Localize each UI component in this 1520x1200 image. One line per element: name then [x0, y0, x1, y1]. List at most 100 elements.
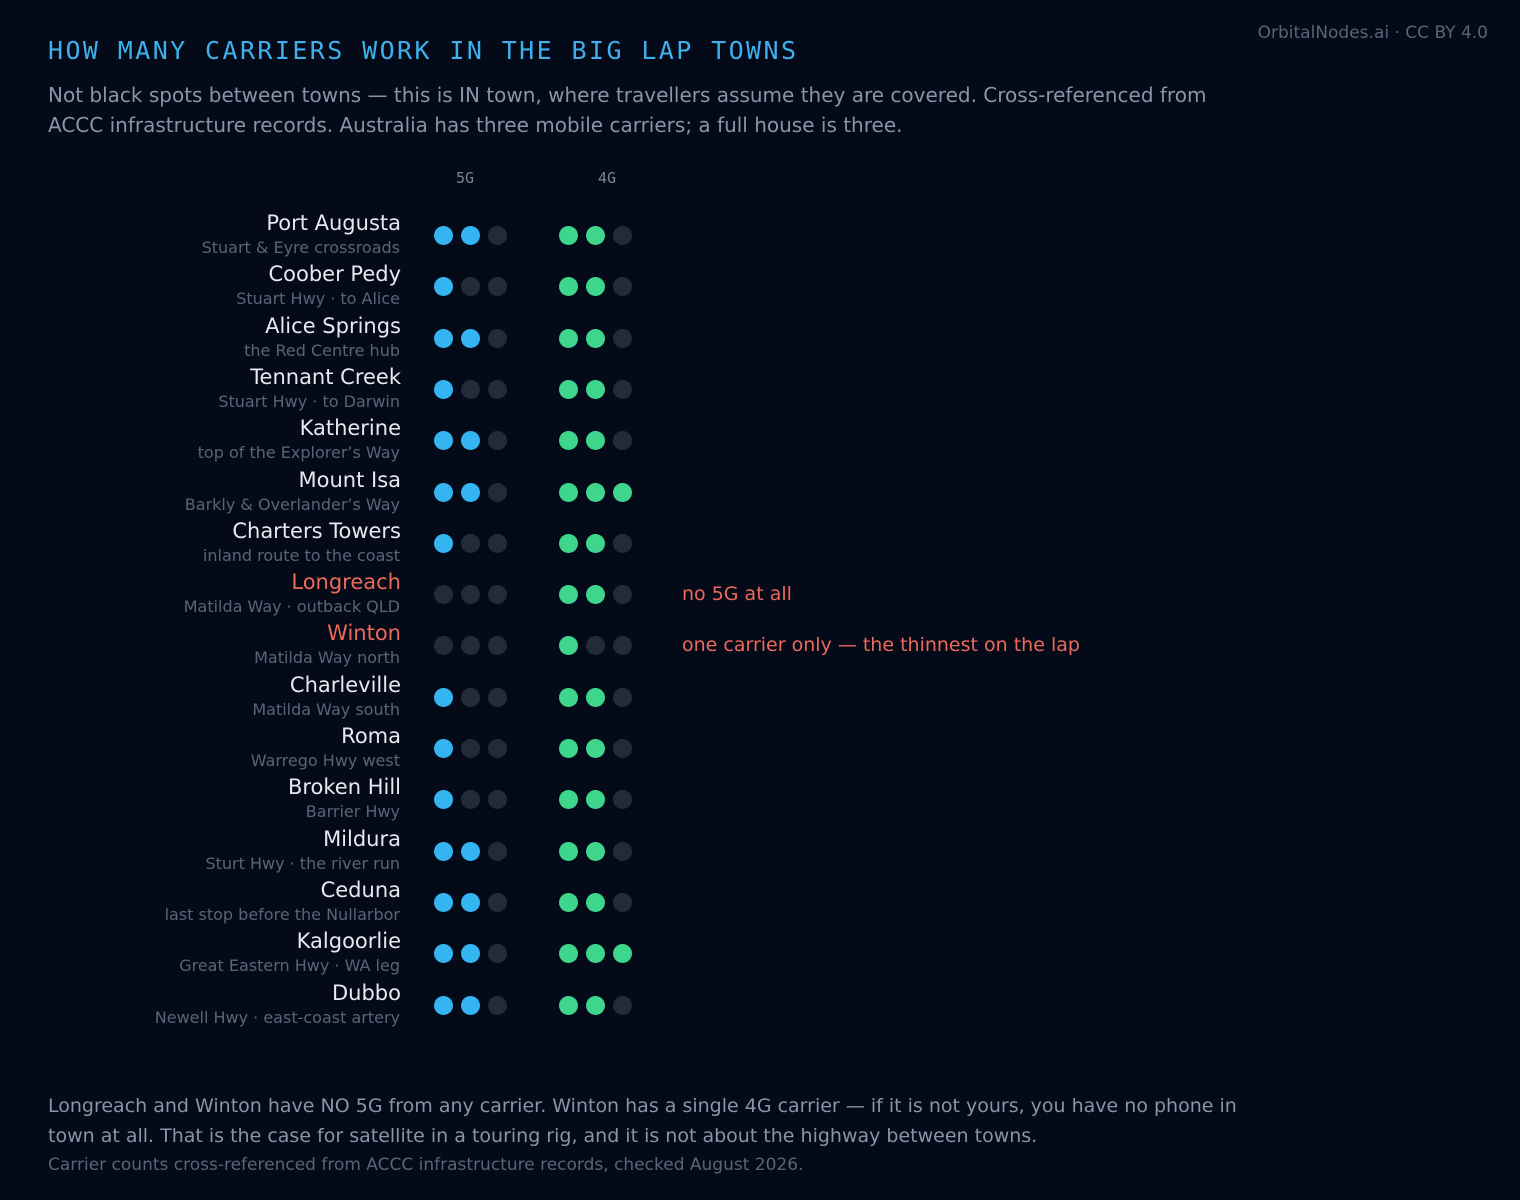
4g-carrier-dot-active — [586, 482, 605, 502]
4g-carrier-dot-empty — [613, 687, 632, 707]
4g-carrier-dot-empty — [613, 739, 632, 758]
footer-text: Longreach and Winton have NO 5G from any… — [48, 1095, 1237, 1147]
5g-carrier-dot-active — [434, 482, 453, 502]
5g-carrier-dot-active — [434, 790, 453, 810]
town-region: Stuart Hwy · to Alice — [236, 289, 400, 309]
town-row: Katherine top of the Explorer’s Way — [0, 416, 1520, 467]
5g-carrier-dot-empty — [488, 585, 507, 605]
town-row: Mildura Sturt Hwy · the river run — [0, 827, 1520, 878]
5g-carrier-dot-active — [434, 226, 453, 245]
4g-carrier-dot-empty — [613, 995, 632, 1015]
town-name: Ceduna — [320, 877, 401, 902]
4g-carrier-dot-active — [586, 790, 605, 810]
town-row: Coober Pedy Stuart Hwy · to Alice — [0, 262, 1520, 313]
4g-carrier-dot-empty — [613, 379, 632, 399]
4g-carrier-dot-active — [613, 944, 632, 964]
4g-carrier-dot-active — [586, 533, 605, 553]
column-header-5g: 5G — [455, 169, 475, 187]
4g-carrier-dot-empty — [613, 892, 632, 912]
5g-carrier-dot-empty — [488, 790, 507, 810]
4g-carrier-dot-active — [586, 379, 605, 399]
4g-carrier-dot-empty — [613, 841, 632, 861]
5g-carrier-dot-empty — [488, 277, 507, 297]
town-region: Stuart Hwy · to Darwin — [218, 391, 400, 411]
4g-carrier-dot-empty — [586, 636, 605, 656]
5g-carrier-dot-active — [434, 944, 453, 964]
town-region: Barrier Hwy — [305, 802, 400, 822]
town-name: Mount Isa — [298, 467, 402, 492]
town-name: Alice Springs — [265, 313, 401, 338]
town-row: Mount Isa Barkly & Overlander’s Way — [0, 468, 1520, 519]
town-row: Longreach Matilda Way · outback QLD no 5G … — [0, 570, 1520, 621]
town-row: Ceduna last stop before the Nullarbor — [0, 878, 1520, 929]
alert-annotation: no 5G at all — [682, 583, 792, 606]
4g-carrier-dot-active — [586, 739, 605, 758]
town-row: Dubbo Newell Hwy · east-coast artery — [0, 981, 1520, 1032]
town-region: Barkly & Overlander’s Way — [184, 494, 400, 514]
5g-carrier-dot-active — [434, 995, 453, 1015]
credit-text: OrbitalNodes.ai · CC BY 4.0 — [1257, 23, 1488, 43]
4g-carrier-dot-active — [586, 687, 605, 707]
4g-carrier-dot-active — [559, 687, 578, 707]
4g-carrier-dot-active — [586, 585, 605, 605]
5g-carrier-dot-active — [461, 892, 480, 912]
5g-carrier-dot-empty — [488, 431, 507, 451]
5g-carrier-dot-active — [434, 739, 453, 758]
5g-carrier-dot-empty — [488, 226, 507, 245]
4g-carrier-dot-active — [559, 944, 578, 964]
4g-carrier-dot-active — [559, 892, 578, 912]
town-region: top of the Explorer’s Way — [197, 443, 400, 463]
town-name: Charters Towers — [232, 518, 401, 543]
town-region: Sturt Hwy · the river run — [205, 853, 400, 873]
alert-annotation: one carrier only — the thinnest on the l… — [682, 634, 1080, 657]
5g-carrier-dot-active — [434, 533, 453, 553]
column-header-4g: 4G — [597, 169, 617, 187]
5g-carrier-dot-active — [461, 482, 480, 502]
4g-carrier-dot-empty — [613, 431, 632, 451]
town-name: Roma — [341, 724, 401, 748]
chart-subtitle: Not black spots between towns — this is … — [48, 83, 1207, 137]
5g-carrier-dot-empty — [461, 379, 480, 399]
5g-carrier-dot-empty — [461, 687, 480, 707]
town-name: Katherine — [299, 416, 401, 441]
town-name: Port Augusta — [266, 211, 401, 235]
5g-carrier-dot-empty — [461, 739, 480, 758]
4g-carrier-dot-active — [559, 431, 578, 451]
5g-carrier-dot-empty — [488, 944, 507, 964]
4g-carrier-dot-active — [559, 739, 578, 758]
5g-carrier-dot-empty — [434, 585, 453, 605]
4g-carrier-dot-active — [559, 379, 578, 399]
4g-carrier-dot-active — [559, 585, 578, 605]
town-name: Kalgoorlie — [296, 929, 401, 954]
town-name: Mildura — [323, 826, 401, 851]
4g-carrier-dot-active — [559, 841, 578, 861]
5g-carrier-dot-empty — [488, 995, 507, 1015]
5g-carrier-dot-empty — [488, 482, 507, 502]
5g-carrier-dot-active — [434, 328, 453, 348]
4g-carrier-dot-empty — [613, 328, 632, 348]
5g-carrier-dot-active — [434, 841, 453, 861]
4g-carrier-dot-active — [559, 995, 578, 1015]
4g-carrier-dot-empty — [613, 585, 632, 605]
4g-carrier-dot-active — [559, 277, 578, 297]
5g-carrier-dot-active — [461, 328, 480, 348]
4g-carrier-dot-active — [586, 995, 605, 1015]
town-row: Charters Towers inland route to the coast — [0, 519, 1520, 570]
town-row: Port Augusta Stuart & Eyre crossroads — [0, 211, 1520, 262]
town-row: Broken Hill Barrier Hwy — [0, 775, 1520, 826]
town-region: Matilda Way north — [254, 648, 400, 668]
4g-carrier-dot-active — [586, 944, 605, 964]
town-region: last stop before the Nullarbor — [164, 904, 400, 924]
town-row: Winton Matilda Way north one carrier only … — [0, 621, 1520, 672]
5g-carrier-dot-empty — [488, 892, 507, 912]
town-region: Great Eastern Hwy · WA leg — [179, 956, 400, 976]
5g-carrier-dot-empty — [488, 379, 507, 399]
footnote-text: Carrier counts cross-referenced from ACC… — [48, 1155, 804, 1175]
town-row: Alice Springs the Red Centre hub — [0, 314, 1520, 365]
town-row: Roma Warrego Hwy west — [0, 724, 1520, 775]
4g-carrier-dot-empty — [613, 226, 632, 245]
town-row: Tennant Creek Stuart Hwy · to Darwin — [0, 365, 1520, 416]
town-region: Warrego Hwy west — [250, 751, 400, 770]
5g-carrier-dot-active — [461, 944, 480, 964]
5g-carrier-dot-empty — [461, 790, 480, 810]
